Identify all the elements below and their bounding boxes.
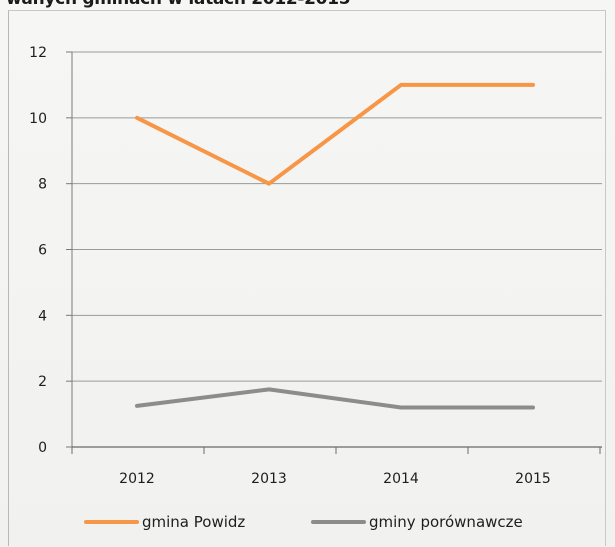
gridlines: [72, 51, 602, 382]
chart-caption-fragment: wanych gminach w latach 2012-2015: [6, 0, 351, 9]
y-tick-labels: 0 2 4 6 8 10 12: [29, 45, 47, 456]
legend: gmina Powidz gminy porównawcze: [84, 513, 523, 531]
chart-frame: [8, 10, 606, 546]
x-tick-labels: 2012 2013 2014 2015: [119, 471, 551, 487]
y-tick-label: 4: [38, 308, 47, 324]
y-tick-label: 6: [38, 243, 47, 259]
legend-label: gmina Powidz: [142, 513, 245, 531]
legend-label: gminy porównawcze: [369, 513, 523, 531]
y-tick-label: 2: [38, 374, 47, 390]
x-tick-label: 2014: [383, 471, 419, 487]
y-tick-label: 10: [29, 111, 47, 127]
y-tick-label: 0: [38, 440, 47, 456]
x-tick-label: 2013: [251, 471, 287, 487]
series-lines: [135, 82, 535, 410]
x-tick-label: 2012: [119, 471, 155, 487]
axes: [66, 51, 602, 454]
series-line-gminy-porownawcze: [135, 387, 535, 410]
y-tick-label: 12: [29, 45, 47, 61]
x-tick-label: 2015: [515, 471, 551, 487]
series-line-gmina-powidz: [135, 82, 535, 186]
y-tick-label: 8: [38, 177, 47, 193]
